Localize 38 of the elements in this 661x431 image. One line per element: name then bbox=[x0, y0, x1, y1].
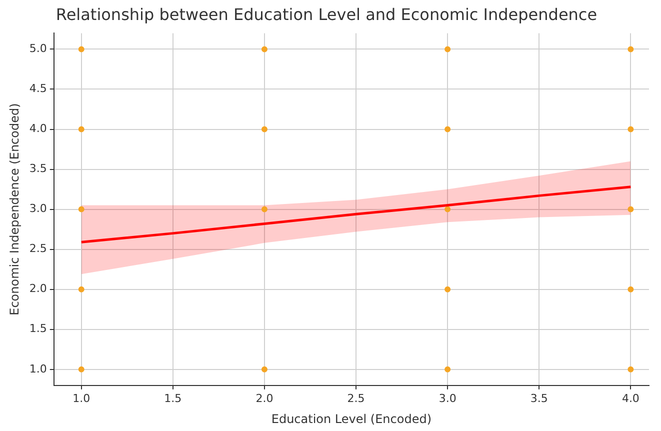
y-tick-label: 1.5 bbox=[29, 322, 47, 336]
point bbox=[444, 46, 451, 52]
y-tick-label: 2.5 bbox=[29, 242, 47, 256]
point bbox=[628, 46, 634, 52]
x-tick-label: 3.0 bbox=[438, 392, 456, 405]
point bbox=[78, 206, 84, 212]
point bbox=[628, 366, 634, 372]
x-tick-label: 3.5 bbox=[530, 392, 548, 405]
x-tick-label: 1.0 bbox=[72, 392, 90, 405]
chart-title: Relationship between Education Level and Economic Independence bbox=[56, 4, 598, 24]
y-tick-label: 5.0 bbox=[29, 42, 47, 56]
y-tick-label: 3.0 bbox=[29, 202, 47, 216]
y-tick-label: 3.5 bbox=[29, 162, 47, 176]
point bbox=[261, 46, 268, 52]
point bbox=[444, 126, 451, 132]
point bbox=[78, 366, 84, 372]
x-tick-label: 2.0 bbox=[256, 392, 274, 405]
x-tick-label: 1.5 bbox=[164, 392, 182, 405]
y-tick-label: 1.0 bbox=[29, 362, 47, 376]
x-tick-label: 2.5 bbox=[347, 392, 365, 405]
x-tick-label: 4.0 bbox=[622, 392, 640, 405]
y-axis-title: Economic Independence (Encoded) bbox=[7, 103, 22, 316]
point bbox=[78, 286, 84, 292]
point bbox=[444, 286, 451, 292]
point bbox=[444, 366, 451, 372]
point bbox=[628, 206, 634, 212]
y-tick-label: 4.5 bbox=[29, 82, 47, 96]
point bbox=[78, 46, 84, 52]
point bbox=[261, 366, 268, 372]
x-axis-title: Education Level (Encoded) bbox=[271, 412, 432, 426]
point bbox=[628, 286, 634, 292]
point bbox=[628, 126, 634, 132]
point bbox=[261, 206, 268, 212]
y-tick-label: 2.0 bbox=[29, 282, 47, 296]
point bbox=[444, 206, 451, 212]
point bbox=[261, 126, 268, 132]
point bbox=[78, 126, 84, 132]
y-tick-label: 4.0 bbox=[29, 122, 47, 136]
